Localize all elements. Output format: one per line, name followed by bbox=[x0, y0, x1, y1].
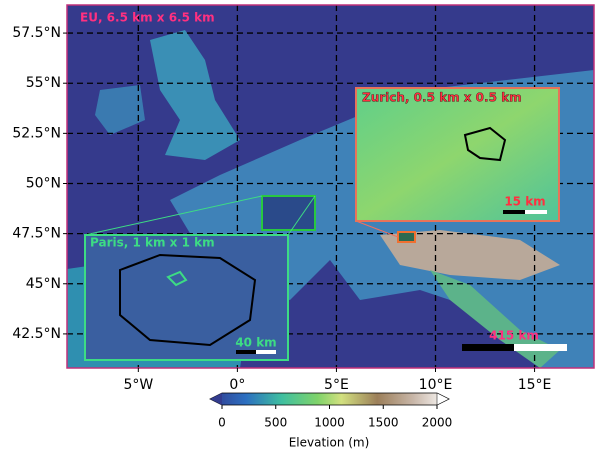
colorbar-extend bbox=[436, 392, 450, 406]
scale-label: 15 km bbox=[504, 195, 545, 209]
zurich-inset bbox=[355, 87, 560, 222]
scale-bar bbox=[236, 350, 256, 354]
colorbar bbox=[209, 392, 450, 406]
y-tick-label: 42.5°N bbox=[12, 326, 61, 342]
colorbar-tick-label: 1500 bbox=[368, 416, 399, 430]
colorbar-label: Elevation (m) bbox=[289, 436, 370, 450]
connector bbox=[355, 220, 399, 238]
map-frame bbox=[66, 4, 595, 369]
ireland bbox=[95, 85, 145, 135]
x-tick-label: 15°E bbox=[518, 377, 552, 393]
connector bbox=[287, 195, 316, 236]
inset-label: Paris, 1 km x 1 km bbox=[90, 236, 215, 250]
colorbar-tick-label: 0 bbox=[218, 416, 226, 430]
colorbar-tick-label: 500 bbox=[264, 416, 287, 430]
map: Zurich, 0.5 km x 0.5 km 15 km Paris, 1 k… bbox=[67, 5, 594, 368]
x-tick-label: 10°E bbox=[419, 377, 453, 393]
scale-bar bbox=[462, 344, 514, 351]
scale-bar bbox=[525, 210, 547, 214]
zurich-outline bbox=[463, 126, 507, 162]
italy bbox=[430, 270, 560, 368]
inset-label: Zurich, 0.5 km x 0.5 km bbox=[362, 91, 522, 105]
y-tick-label: 57.5°N bbox=[12, 25, 61, 41]
colorbar-extend bbox=[210, 393, 222, 405]
x-tick-label: 0° bbox=[229, 377, 245, 393]
britain bbox=[150, 30, 240, 160]
colorbar-tick-label: 1000 bbox=[314, 416, 345, 430]
colorbar-tick-label: 2000 bbox=[422, 416, 453, 430]
scale-bar bbox=[503, 210, 525, 214]
x-tick-label: 5°W bbox=[123, 377, 153, 393]
x-tick-label: 5°E bbox=[324, 377, 349, 393]
paris-box bbox=[261, 195, 316, 231]
zurich-box bbox=[397, 231, 416, 243]
y-tick-label: 55°N bbox=[26, 75, 61, 91]
y-tick-label: 47.5°N bbox=[12, 226, 61, 242]
y-tick-label: 52.5°N bbox=[12, 125, 61, 141]
scale-bar bbox=[514, 344, 567, 351]
map-title: EU, 6.5 km x 6.5 km bbox=[80, 11, 215, 25]
paris-city bbox=[166, 270, 188, 287]
alps bbox=[380, 230, 560, 280]
paris-outline bbox=[119, 253, 257, 347]
y-tick-label: 45°N bbox=[26, 276, 61, 292]
connector bbox=[84, 195, 263, 236]
scale-bar bbox=[256, 350, 276, 354]
scale-label: 40 km bbox=[235, 336, 276, 350]
y-tick-label: 50°N bbox=[26, 175, 61, 191]
scale-label: 415 km bbox=[489, 329, 539, 343]
